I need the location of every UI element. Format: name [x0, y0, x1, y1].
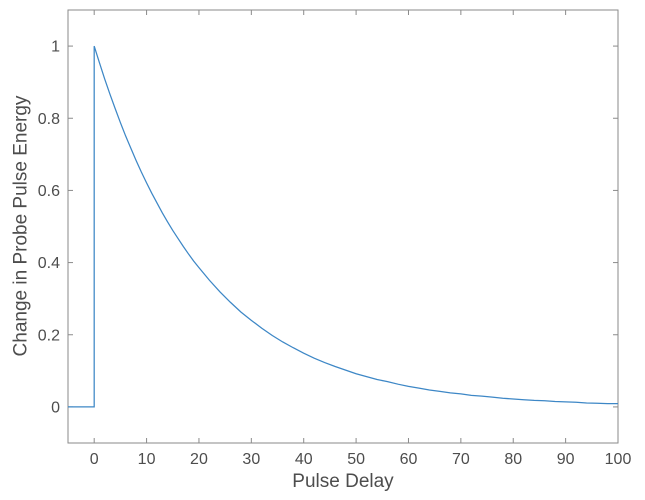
x-tick-label: 20: [190, 451, 208, 468]
data-line-probe-energy: [68, 45, 618, 408]
x-tick-label: 80: [504, 451, 522, 468]
x-tick-label: 70: [452, 451, 470, 468]
y-tick-label: 0.4: [38, 255, 60, 272]
y-tick-label: 1: [51, 39, 60, 56]
x-axis-label: Pulse Delay: [292, 471, 394, 492]
x-tick-label: 30: [242, 451, 260, 468]
x-tick-label: 10: [138, 451, 156, 468]
x-tick-label: 50: [347, 451, 365, 468]
y-tick-label: 0.8: [38, 111, 60, 128]
x-tick-label: 40: [295, 451, 313, 468]
axes-box: [67, 9, 619, 444]
y-tick-label: 0.6: [38, 183, 60, 200]
y-axis-label: Change in Probe Pulse Energy: [10, 95, 32, 357]
x-tick-label: 0: [90, 451, 99, 468]
x-tick-label: 90: [557, 451, 575, 468]
x-tick-label: 100: [605, 451, 632, 468]
y-tick-label: 0.2: [38, 327, 60, 344]
y-tick-label: 0: [51, 399, 60, 416]
x-tick-label: 60: [400, 451, 418, 468]
